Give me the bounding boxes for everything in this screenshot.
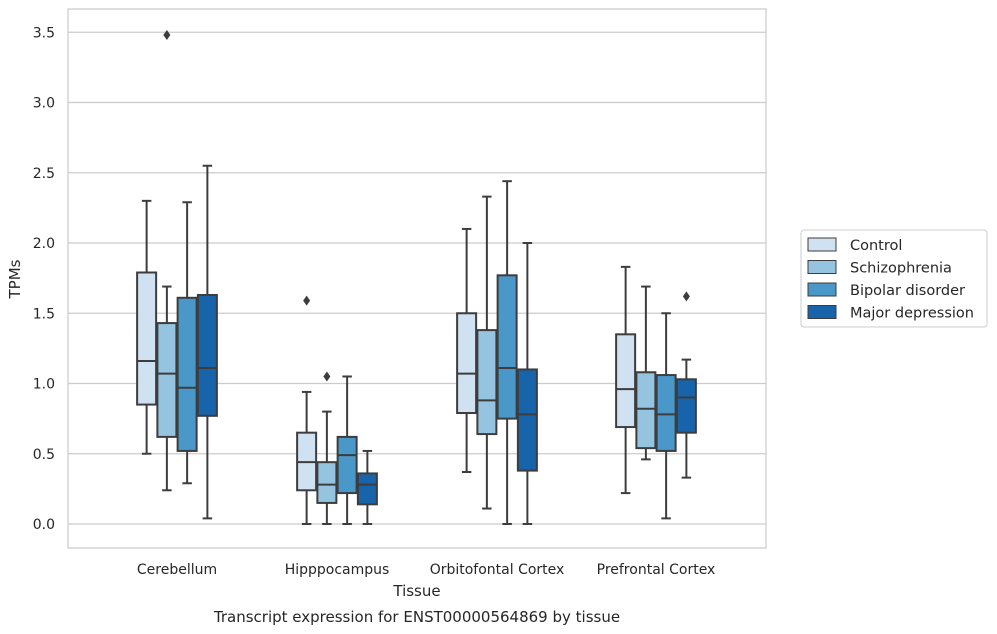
box-iqr (316, 461, 338, 504)
legend-swatch (807, 260, 837, 274)
legend-entry: Control (850, 238, 902, 254)
box-iqr (196, 293, 218, 417)
box-iqr (136, 271, 158, 406)
box-plot (296, 295, 318, 525)
box-plot (615, 265, 637, 495)
box-plot (476, 195, 498, 510)
box-groups (136, 30, 697, 525)
plot-area-frame (67, 8, 767, 549)
legend-swatch (807, 282, 837, 297)
y-tick-label: 3.5 (33, 25, 55, 41)
y-tick-label: 0.5 (33, 447, 55, 463)
y-tick-label: 1.0 (33, 377, 55, 393)
legend: Control Schizophrenia Bipolar disorder Majo… (800, 229, 988, 328)
box-iqr (156, 322, 178, 438)
box-plot (136, 199, 158, 455)
x-tick-label: Hipppocampus (285, 562, 390, 578)
box-iqr (176, 296, 198, 452)
legend-frame (800, 229, 988, 328)
box-plot (316, 371, 338, 525)
outlier-point (682, 291, 690, 302)
box-iqr (516, 368, 538, 472)
box-iqr (635, 371, 657, 450)
box-plot (336, 375, 358, 525)
x-tick-label: Orbitofontal Cortex (430, 562, 565, 578)
y-tick-label: 1.5 (33, 306, 55, 322)
box-plot (655, 312, 677, 520)
box-plot (496, 180, 518, 525)
outlier-point (323, 371, 331, 382)
box-iqr (655, 374, 677, 452)
box-iqr (496, 274, 518, 420)
legend-swatch (807, 305, 837, 319)
y-tick-label: 3.0 (33, 96, 55, 112)
x-axis-ticks: Cerebellum Hipppocampus Orbitofontal Corte… (137, 562, 715, 578)
y-tick-label: 0.0 (33, 517, 55, 533)
legend-swatch (807, 237, 837, 252)
x-axis-label: Tissue (392, 582, 440, 600)
box-iqr (336, 435, 358, 495)
box-plot (156, 30, 178, 492)
y-tick-label: 2.5 (33, 166, 55, 182)
legend-entry: Schizophrenia (850, 261, 952, 277)
legend-entry: Major depression (850, 306, 974, 322)
box-plot (176, 201, 198, 485)
outlier-point (163, 30, 171, 41)
box-plot (675, 291, 697, 479)
box-iqr (615, 333, 637, 429)
box-iqr (456, 312, 478, 415)
y-axis-label: TPMs (6, 259, 24, 299)
box-plot (635, 285, 657, 461)
box-plot (196, 164, 218, 520)
x-tick-label: Prefrontal Cortex (597, 562, 716, 578)
chart-caption: Transcript expression for ENST0000056486… (213, 608, 620, 626)
legend-entry: Bipolar disorder (850, 283, 965, 299)
box-iqr (476, 329, 498, 436)
x-tick-label: Cerebellum (137, 562, 217, 578)
box-plot (456, 227, 478, 474)
box-plot (356, 449, 378, 525)
y-axis-ticks: 0.0 0.5 1.0 1.5 2.0 2.5 3.0 3.5 (33, 25, 55, 533)
outlier-point (303, 295, 311, 306)
box-iqr (356, 472, 378, 506)
box-iqr (675, 378, 697, 434)
box-plot (516, 242, 538, 525)
y-tick-label: 2.0 (33, 236, 55, 252)
